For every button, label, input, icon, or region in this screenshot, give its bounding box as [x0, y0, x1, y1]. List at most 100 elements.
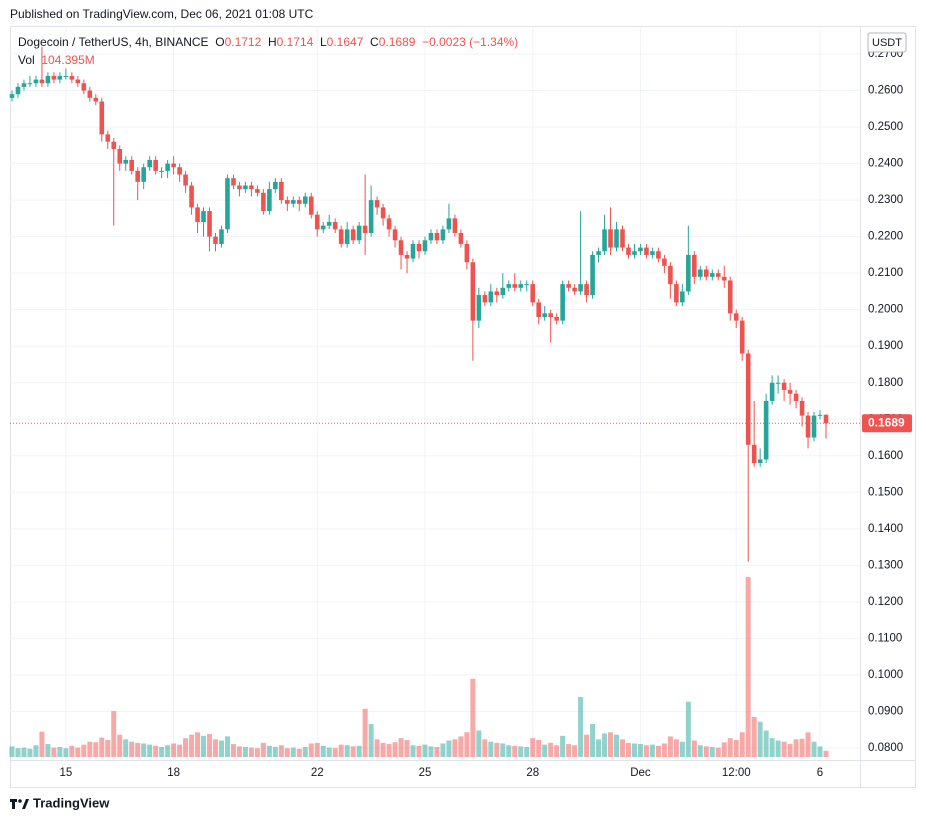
- candle-body: [237, 185, 242, 190]
- axis-layer: 0.0800 0.0900 0.1000 0.1100 0.1200 0.1300 0.14…: [10, 48, 912, 779]
- candle-body: [698, 269, 703, 277]
- volume-bar: [703, 746, 709, 757]
- volume-bar: [458, 736, 464, 757]
- candle-body: [279, 181, 284, 201]
- candle-body: [440, 229, 446, 241]
- candle-body: [177, 167, 182, 175]
- candle-body: [308, 196, 314, 215]
- volume-bar: [159, 747, 165, 757]
- candle-body: [338, 229, 344, 244]
- candle-body: [709, 273, 715, 277]
- volume-bar: [434, 747, 440, 757]
- candle-body: [422, 240, 428, 252]
- volume-bar: [284, 748, 290, 757]
- candle-body: [135, 170, 140, 182]
- volume-bar: [9, 746, 15, 757]
- candle-body: [572, 287, 577, 292]
- volume-bar: [512, 745, 518, 757]
- candle-layer: [9, 46, 829, 562]
- volume-bar: [572, 745, 578, 757]
- volume-bar: [649, 744, 655, 757]
- candle-body: [285, 200, 290, 204]
- candle-body: [326, 222, 332, 226]
- volume-bar: [51, 747, 57, 757]
- candle-body: [63, 75, 69, 77]
- volume-bar: [709, 747, 715, 757]
- volume-bar: [248, 747, 254, 757]
- volume-bar: [374, 739, 380, 757]
- candle-body: [165, 163, 170, 171]
- volume-bar: [727, 738, 733, 757]
- candle-body: [638, 247, 643, 252]
- volume-bar: [308, 743, 314, 757]
- candle-body: [482, 295, 488, 303]
- volume-bar: [530, 738, 536, 757]
- volume-bar: [691, 740, 697, 757]
- candle-body: [15, 86, 21, 95]
- candle-body: [374, 200, 380, 208]
- volume-bar: [811, 741, 817, 757]
- grid: [10, 27, 860, 760]
- volume-bar: [440, 743, 446, 757]
- x-tick-label: 15: [59, 767, 72, 779]
- volume-bar: [153, 745, 159, 757]
- volume-bar: [608, 732, 614, 757]
- candle-body: [733, 313, 739, 321]
- x-tick-label: 12:00: [722, 767, 751, 779]
- candle-body: [243, 185, 248, 190]
- volume-bar: [602, 733, 608, 757]
- volume-bar: [781, 741, 787, 757]
- candle-body: [153, 159, 158, 171]
- volume-bar: [769, 738, 775, 757]
- volume-bar: [787, 744, 793, 757]
- volume-bar: [260, 742, 266, 757]
- candle-body: [751, 444, 757, 464]
- candle-body: [757, 459, 763, 464]
- candle-body: [596, 251, 601, 255]
- y-tick-label: 0.1100: [868, 632, 902, 644]
- volume-bar: [715, 747, 721, 757]
- candle-body: [787, 390, 793, 394]
- l-letter: L: [319, 35, 327, 49]
- volume-bar: [117, 734, 123, 757]
- currency-box[interactable]: [867, 32, 907, 53]
- volume-bar: [207, 734, 213, 757]
- y-tick-label: 0.2300: [868, 194, 903, 206]
- volume-bar: [625, 742, 631, 757]
- volume-bar: [213, 739, 218, 757]
- y-tick-label: 0.2600: [868, 85, 903, 97]
- volume-bar: [75, 747, 81, 757]
- candle-body: [793, 393, 799, 401]
- volume-bar: [506, 745, 512, 757]
- volume-bar: [332, 748, 338, 757]
- candle-body: [680, 291, 685, 303]
- volume-bar: [805, 732, 811, 757]
- candle-body: [207, 211, 212, 237]
- y-tick-label: 0.2100: [868, 267, 903, 279]
- volume-bar: [368, 724, 374, 757]
- volume-bar: [679, 741, 685, 757]
- volume-bar: [590, 724, 596, 757]
- candle-body: [51, 75, 57, 80]
- current-price-label: 0.1689: [868, 415, 905, 429]
- candle-body: [21, 83, 27, 87]
- volume-bar: [326, 747, 332, 757]
- y-tick-label: 0.1000: [868, 669, 903, 681]
- legend-header: Dogecoin / TetherUS, 4h, BINANCE O0.1712…: [18, 35, 518, 49]
- volume-bar: [673, 739, 679, 757]
- volume-bar: [566, 744, 572, 757]
- c-letter: C: [370, 35, 379, 49]
- volume-bar: [494, 742, 500, 757]
- volume-bar: [183, 738, 189, 757]
- candle-body: [494, 291, 500, 296]
- volume-bar: [81, 744, 87, 757]
- volume-bar: [21, 747, 27, 757]
- volume-bar: [578, 697, 584, 757]
- candle-body: [464, 243, 470, 263]
- volume-bar: [542, 744, 548, 757]
- volume-bar: [452, 739, 458, 757]
- volume-bar: [464, 732, 470, 757]
- candle-body: [745, 353, 751, 445]
- currency-label: USDT: [872, 37, 902, 49]
- volume-layer: [9, 577, 829, 757]
